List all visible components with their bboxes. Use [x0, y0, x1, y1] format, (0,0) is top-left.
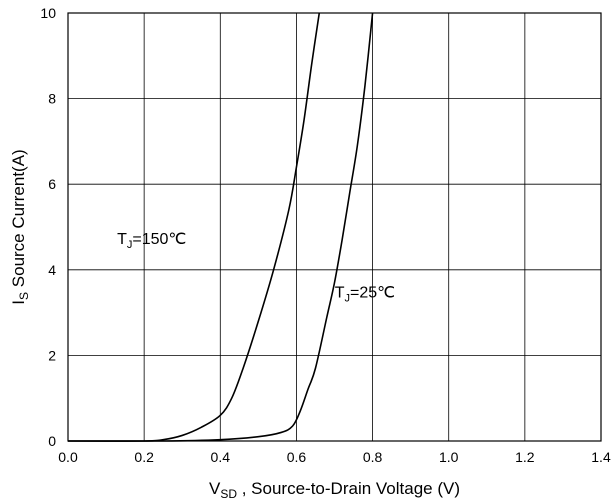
plot-frame: [67, 12, 602, 442]
y-tick-label: 10: [40, 5, 56, 21]
y-tick-label: 6: [48, 176, 56, 192]
x-axis-label-sub: SD: [220, 487, 237, 501]
x-tick-label: 0.2: [134, 449, 154, 465]
y-axis-label-sub: S: [17, 292, 31, 300]
y-tick-label: 8: [48, 91, 56, 107]
x-tick-label: 1.2: [515, 449, 535, 465]
series-label-tj-150c: TJ=150℃: [117, 231, 186, 251]
x-axis-ticks: 0.0 0.2 0.4 0.6 0.8 1.0 1.2 1.4: [58, 449, 611, 465]
x-tick-label: 1.4: [591, 449, 611, 465]
x-tick-label: 0.4: [211, 449, 231, 465]
series-line-tj-25c: [67, 12, 374, 442]
y-axis-label-main: I: [9, 300, 28, 305]
x-tick-label: 0.0: [58, 449, 78, 465]
y-tick-label: 2: [48, 347, 56, 363]
annotations: TJ=150℃ TJ=25℃: [117, 231, 395, 305]
y-tick-label: 0: [48, 433, 56, 449]
series-line-tj-150c: [67, 12, 321, 442]
curves: [67, 12, 374, 442]
x-axis-label-main: V: [209, 479, 221, 498]
x-tick-label: 0.6: [287, 449, 307, 465]
x-axis-label-rest: , Source-to-Drain Voltage (V): [237, 479, 460, 498]
x-axis-label: VSD , Source-to-Drain Voltage (V): [209, 479, 460, 501]
grid: [68, 13, 601, 441]
y-axis-ticks: 0 2 4 6 8 10: [40, 5, 56, 449]
series-label-tj-25c: TJ=25℃: [335, 285, 395, 305]
y-axis-label: IS Source Current(A): [9, 149, 31, 304]
y-tick-label: 4: [48, 262, 56, 278]
x-tick-label: 0.8: [363, 449, 383, 465]
y-axis-label-rest: Source Current(A): [9, 149, 28, 292]
x-tick-label: 1.0: [439, 449, 459, 465]
